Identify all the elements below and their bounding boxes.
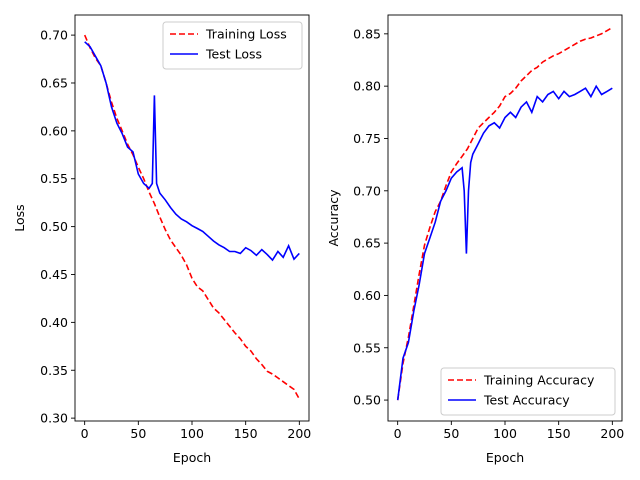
y-tick-label: 0.40 <box>40 315 68 330</box>
x-axis-label: Epoch <box>486 450 524 465</box>
y-tick-label: 0.60 <box>353 288 381 303</box>
y-tick-label: 0.50 <box>40 219 68 234</box>
y-tick-label: 0.35 <box>40 363 68 378</box>
plot-panel-2: 0 50 100 150 200 0.50 0.55 0.60 0.65 0.70 0.75 0.80… <box>326 14 624 465</box>
series-line-training-accuracy <box>396 26 613 401</box>
x-tick-label: 0 <box>394 426 402 441</box>
legend-entry: Test Accuracy <box>483 393 570 408</box>
legend: Training Loss Test Loss <box>162 21 303 70</box>
x-tick-label: 100 <box>180 426 204 441</box>
plot-panel-1: 0 50 100 150 200 0.30 0.35 0.40 0.45 0.50 0.55 0.60… <box>12 14 311 465</box>
x-tick-label: 200 <box>287 426 311 441</box>
axes-frame <box>74 14 310 422</box>
y-tick-label: 0.60 <box>40 123 68 138</box>
x-tick-label: 100 <box>493 426 517 441</box>
y-tick-label: 0.70 <box>353 183 381 198</box>
series-line-test-accuracy <box>396 84 613 401</box>
x-tick-label: 200 <box>600 426 624 441</box>
y-axis-label: Accuracy <box>326 189 341 247</box>
series-line-training-loss <box>83 34 301 400</box>
y-tick-label: 0.70 <box>40 28 68 43</box>
y-tick-label: 0.65 <box>353 236 381 251</box>
y-tick-label: 0.55 <box>353 340 381 355</box>
y-tick-label: 0.80 <box>353 79 381 94</box>
legend: Training Accuracy Test Accuracy <box>440 367 616 416</box>
y-axis-label: Loss <box>12 204 27 231</box>
x-tick-label: 50 <box>443 426 459 441</box>
series-line-test-loss <box>84 41 300 262</box>
y-tick-label: 0.75 <box>353 131 381 146</box>
legend-entry: Test Loss <box>205 47 262 62</box>
x-tick-label: 0 <box>81 426 89 441</box>
legend-entry: Training Loss <box>205 27 287 42</box>
x-tick-label: 150 <box>234 426 258 441</box>
y-tick-label: 0.45 <box>40 267 68 282</box>
y-tick-label: 0.55 <box>40 171 68 186</box>
legend-entry: Training Accuracy <box>483 373 595 388</box>
x-tick-label: 50 <box>130 426 146 441</box>
y-tick-label: 0.85 <box>353 26 381 41</box>
x-tick-label: 150 <box>547 426 571 441</box>
x-axis-label: Epoch <box>173 450 211 465</box>
axes-frame <box>387 14 623 422</box>
y-tick-label: 0.65 <box>40 75 68 90</box>
y-tick-label: 0.50 <box>353 393 381 408</box>
legend-box <box>440 367 616 416</box>
y-tick-label: 0.30 <box>40 411 68 426</box>
